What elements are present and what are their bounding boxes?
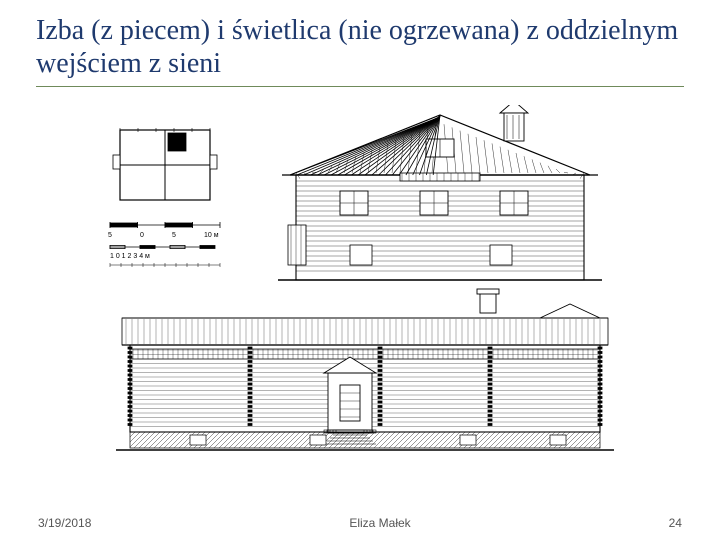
architectural-diagram: 5 0 5 10 м 1 0 1 2 3 4 м	[90, 105, 630, 465]
footer-date: 3/19/2018	[38, 516, 91, 530]
svg-text:5: 5	[172, 232, 176, 239]
footer-page: 24	[669, 516, 682, 530]
footer: 3/19/2018 Eliza Małek 24	[36, 514, 684, 530]
footer-author: Eliza Małek	[349, 516, 410, 530]
svg-text:0: 0	[140, 232, 144, 239]
svg-text:1 0 1 2 3 4 м: 1 0 1 2 3 4 м	[110, 253, 150, 260]
title-block: Izba (z piecem) i świetlica (nie ogrzewa…	[36, 14, 684, 87]
svg-text:10 м: 10 м	[204, 232, 219, 239]
content-area: 5 0 5 10 м 1 0 1 2 3 4 м	[36, 97, 684, 514]
page-title: Izba (z piecem) i świetlica (nie ogrzewa…	[36, 14, 684, 80]
svg-text:5: 5	[108, 232, 112, 239]
